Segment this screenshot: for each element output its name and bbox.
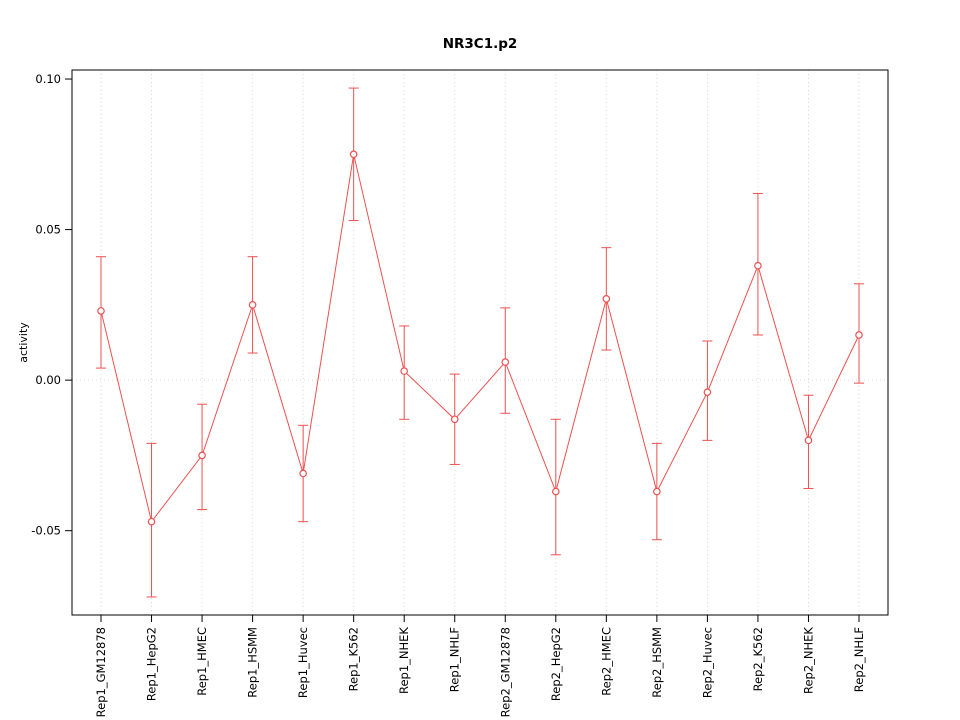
x-tick-label: Rep1_K562 bbox=[347, 627, 361, 691]
data-point bbox=[450, 415, 459, 424]
data-point bbox=[299, 469, 307, 478]
x-tick-label: Rep2_GM12878 bbox=[498, 627, 512, 717]
y-tick-label: 0.05 bbox=[35, 223, 61, 237]
y-axis-label: activity bbox=[17, 322, 30, 363]
data-point bbox=[97, 307, 105, 315]
x-tick-label: Rep2_Huvec bbox=[700, 627, 714, 698]
series-polyline bbox=[100, 154, 860, 523]
data-point bbox=[855, 331, 863, 339]
x-tick-label: Rep2_NHEK bbox=[801, 627, 815, 694]
y-tick-label: 0.00 bbox=[35, 373, 61, 387]
x-tick-label: Rep1_GM12878 bbox=[94, 627, 108, 717]
data-point bbox=[248, 301, 257, 309]
chart-title: NR3C1.p2 bbox=[443, 36, 518, 52]
data-point bbox=[754, 261, 762, 270]
plot-border bbox=[71, 69, 889, 616]
x-tick-label: Rep2_K562 bbox=[751, 627, 765, 691]
data-point bbox=[501, 358, 510, 366]
x-tick-label: Rep1_HMEC bbox=[195, 627, 209, 696]
x-tick-label: Rep2_HSMM bbox=[650, 627, 664, 698]
y-tick-label: -0.05 bbox=[31, 524, 61, 538]
gridlines bbox=[100, 70, 860, 615]
error-bars bbox=[96, 87, 864, 598]
data-point bbox=[653, 487, 661, 496]
x-tick-label: Rep1_NHLF bbox=[448, 627, 462, 692]
x-tick-label: Rep2_HepG2 bbox=[549, 627, 563, 701]
x-tick-label: Rep1_HepG2 bbox=[145, 627, 159, 701]
data-point bbox=[198, 451, 206, 460]
axis-ticks: -0.05 0.00 0.05 0.10 Rep1_GM12878 Rep1_HepG2 R… bbox=[31, 72, 866, 717]
data-point bbox=[703, 388, 712, 396]
data-point bbox=[804, 436, 813, 445]
x-tick-label: Rep1_Huvec bbox=[296, 627, 310, 698]
data-point bbox=[602, 295, 611, 303]
data-point bbox=[400, 367, 409, 375]
x-tick-label: Rep1_NHEK bbox=[397, 627, 411, 694]
data-point bbox=[147, 517, 156, 526]
x-tick-label: Rep2_NHLF bbox=[852, 627, 866, 692]
x-tick-label: Rep2_HMEC bbox=[599, 627, 613, 696]
x-tick-label: Rep1_HSMM bbox=[246, 627, 260, 698]
data-points bbox=[97, 150, 863, 526]
data-point bbox=[349, 150, 358, 159]
data-point bbox=[551, 487, 560, 496]
y-tick-label: 0.10 bbox=[35, 72, 61, 86]
series-line bbox=[100, 154, 860, 523]
